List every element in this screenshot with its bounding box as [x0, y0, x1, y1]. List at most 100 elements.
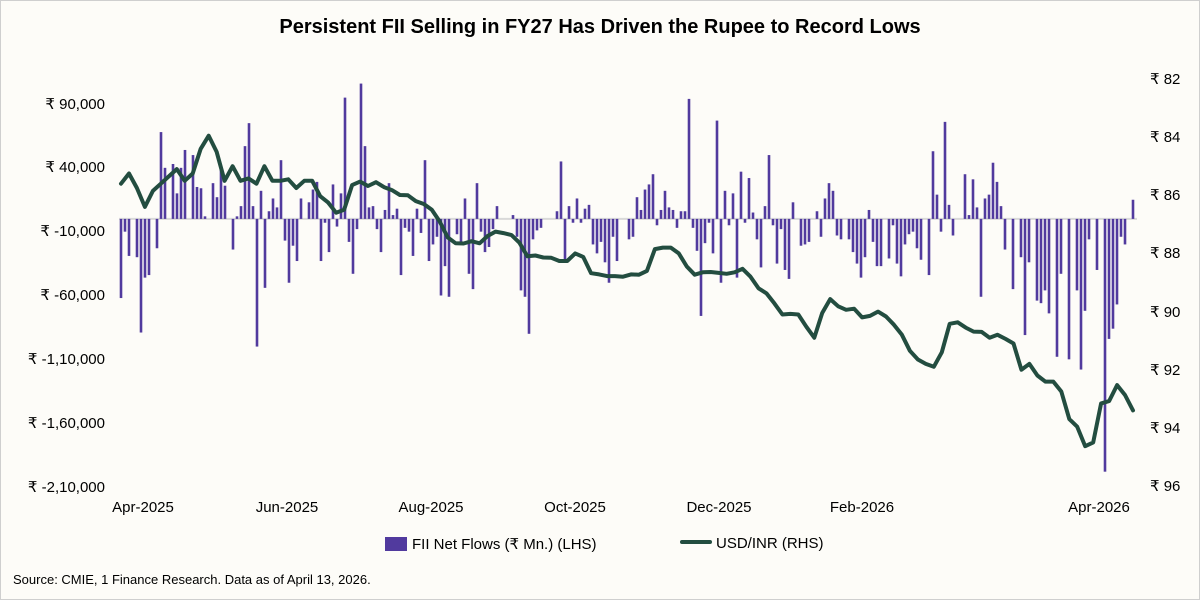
- legend-item-inr: USD/INR (RHS): [680, 535, 824, 552]
- x-tick-label: Aug-2025: [398, 499, 464, 516]
- fii-bar: [567, 206, 571, 219]
- fii-bar: [899, 218, 903, 277]
- fii-bar: [271, 198, 275, 219]
- fii-bar: [807, 218, 811, 242]
- legend-label-fii: FII Net Flows (₹ Mn.) (LHS): [412, 536, 597, 553]
- fii-bar: [647, 184, 651, 219]
- fii-bar: [267, 211, 271, 219]
- fii-bar: [931, 151, 935, 219]
- fii-bar: [611, 218, 615, 237]
- fii-bar: [859, 218, 863, 278]
- fii-bar: [919, 218, 923, 260]
- fii-bar: [627, 218, 631, 240]
- fii-bar: [643, 189, 647, 219]
- fii-bar: [935, 194, 939, 219]
- legend-bar-swatch: [385, 537, 407, 551]
- fii-bar: [1115, 218, 1119, 305]
- fii-bar: [531, 218, 535, 240]
- fii-bar: [767, 155, 771, 219]
- left-tick-label: ₹ -10,000: [40, 223, 105, 240]
- fii-bar: [491, 218, 495, 230]
- fii-bar: [639, 209, 643, 219]
- x-tick-label: Oct-2025: [544, 499, 606, 516]
- usd-inr-line: [119, 133, 1135, 449]
- fii-bar: [791, 202, 795, 219]
- fii-bar: [439, 218, 443, 296]
- fii-bar: [139, 218, 143, 333]
- fii-bar: [831, 190, 835, 219]
- fii-bar: [479, 218, 483, 232]
- fii-bar: [1083, 218, 1087, 311]
- fii-bar: [539, 218, 543, 228]
- chart-title: Persistent FII Selling in FY27 Has Drive…: [279, 16, 921, 38]
- fii-bar: [911, 218, 915, 232]
- fii-bar: [775, 218, 779, 264]
- fii-bar: [783, 218, 787, 270]
- fii-bar: [515, 218, 519, 237]
- fii-bar: [1055, 218, 1059, 357]
- fii-bar: [1059, 218, 1063, 274]
- fii-bar: [411, 218, 415, 256]
- fii-bar: [827, 183, 831, 219]
- fii-bar: [779, 218, 783, 230]
- fii-bar: [323, 218, 327, 223]
- legend-label-inr: USD/INR (RHS): [716, 535, 824, 552]
- fii-bar: [723, 190, 727, 219]
- fii-bar: [123, 218, 127, 232]
- fii-bar: [591, 218, 595, 245]
- fii-bar: [815, 211, 819, 219]
- left-tick-label: ₹ -2,10,000: [27, 479, 105, 496]
- fii-bar: [863, 218, 867, 258]
- fii-bar: [759, 218, 763, 268]
- fii-bar: [947, 204, 951, 219]
- fii-bar: [895, 218, 899, 264]
- fii-bar: [683, 211, 687, 219]
- fii-bar: [715, 120, 719, 219]
- fii-bar: [799, 218, 803, 246]
- fii-bar: [583, 208, 587, 219]
- fii-bar: [235, 216, 239, 219]
- fii-bar: [671, 209, 675, 219]
- left-tick-label: ₹ -1,10,000: [27, 351, 105, 368]
- fii-bar: [1039, 218, 1043, 304]
- fii-bar: [171, 164, 175, 219]
- fii-bar: [1123, 218, 1127, 245]
- fii-bar: [839, 218, 843, 240]
- fii-bar: [523, 218, 527, 297]
- fii-bar: [603, 218, 607, 263]
- fii-bar: [851, 218, 855, 253]
- right-tick-label: ₹ 84: [1150, 129, 1181, 146]
- fii-bar: [1023, 218, 1027, 336]
- right-tick-label: ₹ 86: [1150, 187, 1181, 204]
- x-tick-label: Dec-2025: [686, 499, 752, 516]
- fii-bar: [331, 184, 335, 219]
- fii-bar: [847, 218, 851, 240]
- fii-bar: [871, 218, 875, 242]
- fii-bar: [675, 218, 679, 228]
- fii-bar: [995, 181, 999, 219]
- fii-bar: [279, 160, 283, 219]
- fii-bar: [691, 218, 695, 228]
- fii-bar: [239, 206, 243, 219]
- fii-bar: [967, 215, 971, 219]
- legend-item-fii: FII Net Flows (₹ Mn.) (LHS): [385, 535, 597, 553]
- fii-bar: [427, 218, 431, 262]
- fii-bar: [283, 218, 287, 241]
- fii-bar: [1027, 218, 1031, 263]
- fii-bar: [339, 193, 343, 219]
- fii-bar: [443, 218, 447, 267]
- fii-bar: [559, 161, 563, 219]
- fii-bar: [739, 171, 743, 219]
- fii-bar: [511, 215, 515, 219]
- fii-bar: [219, 167, 223, 219]
- fii-bar: [999, 206, 1003, 219]
- fii-bar: [295, 218, 299, 262]
- fii-bar: [939, 218, 943, 232]
- fii-bar: [987, 194, 991, 219]
- fii-bar: [727, 218, 731, 226]
- fii-bar: [287, 218, 291, 283]
- fii-bar: [771, 218, 775, 226]
- fii-bar: [695, 218, 699, 251]
- fii-bar: [891, 218, 895, 226]
- fii-bar: [367, 207, 371, 219]
